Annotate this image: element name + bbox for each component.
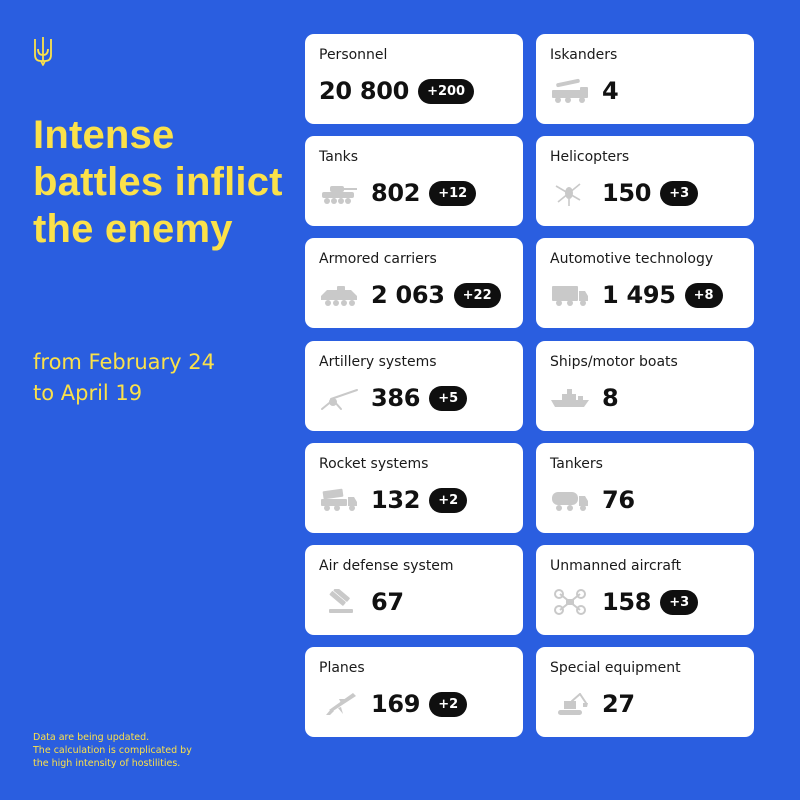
date-range-start: from February 24 (33, 350, 215, 374)
stat-card-ships: Ships/motor boats 8 (536, 341, 754, 431)
rocket-launcher-icon (319, 487, 359, 513)
trident-emblem-icon (34, 37, 52, 66)
stat-card-tanks: Tanks 802 +12 (305, 136, 523, 226)
date-range-end: to April 19 (33, 381, 143, 405)
stat-value: 76 (602, 486, 635, 514)
stat-label: Helicopters (550, 149, 630, 165)
stat-value: 4 (602, 77, 619, 105)
stat-label: Artillery systems (319, 354, 437, 370)
disclaimer-note: Data are being updated. The calculation … (33, 731, 293, 770)
stat-label: Unmanned aircraft (550, 558, 682, 574)
iskander-icon (550, 78, 590, 104)
stat-card-tankers: Tankers 76 (536, 443, 754, 533)
stat-value: 1 495 (602, 281, 676, 309)
stat-delta-badge: +2 (429, 691, 468, 717)
stat-label: Special equipment (550, 660, 681, 676)
stat-label: Armored carriers (319, 251, 437, 267)
note-line: The calculation is complicated by (33, 745, 192, 756)
stat-value: 150 (602, 179, 652, 207)
stat-delta-badge: +3 (660, 589, 699, 615)
stat-label: Personnel (319, 47, 388, 63)
stat-card-helicopters: Helicopters 150 +3 (536, 136, 754, 226)
stat-value: 802 (371, 179, 421, 207)
stat-delta-badge: +3 (660, 180, 699, 206)
stat-label: Tankers (550, 456, 603, 472)
note-line: the high intensity of hostilities. (33, 758, 181, 769)
stat-card-rocket-systems: Rocket systems 132 +2 (305, 443, 523, 533)
stat-value: 67 (371, 588, 404, 616)
stat-label: Rocket systems (319, 456, 429, 472)
stat-value: 132 (371, 486, 421, 514)
drone-icon (550, 589, 590, 615)
stat-card-air-defense: Air defense system 67 (305, 545, 523, 635)
tank-icon (319, 180, 359, 206)
stat-card-armored-carriers: Armored carriers 2 063 +22 (305, 238, 523, 328)
stat-value: 386 (371, 384, 421, 412)
stat-value: 27 (602, 690, 635, 718)
stat-delta-badge: +8 (684, 282, 723, 308)
stat-value: 169 (371, 690, 421, 718)
headline: Intense battles inflict the enemy (33, 113, 283, 251)
stat-label: Automotive technology (550, 251, 714, 267)
stat-label: Air defense system (319, 558, 454, 574)
armored-carrier-icon (319, 282, 359, 308)
stat-card-unmanned-aircraft: Unmanned aircraft 158 +3 (536, 545, 754, 635)
stat-card-automotive-technology: Automotive technology 1 495 +8 (536, 238, 754, 328)
note-line: Data are being updated. (33, 732, 150, 743)
date-range: from February 24 to April 19 (33, 347, 293, 409)
plane-icon (319, 691, 359, 717)
stat-value: 2 063 (371, 281, 445, 309)
stat-value: 8 (602, 384, 619, 412)
artillery-icon (319, 385, 359, 411)
stat-value: 20 800 (319, 77, 410, 105)
stat-delta-badge: +5 (429, 385, 468, 411)
stat-card-planes: Planes 169 +2 (305, 647, 523, 737)
stat-card-iskanders: Iskanders 4 (536, 34, 754, 124)
stat-delta-badge: +22 (453, 282, 501, 308)
stat-value: 158 (602, 588, 652, 616)
stat-label: Planes (319, 660, 365, 676)
air-defense-icon (319, 589, 359, 615)
excavator-icon (550, 691, 590, 717)
stat-card-personnel: Personnel 20 800 +200 (305, 34, 523, 124)
stat-label: Iskanders (550, 47, 618, 63)
fuel-tanker-icon (550, 487, 590, 513)
helicopter-icon (550, 180, 590, 206)
stat-label: Ships/motor boats (550, 354, 678, 370)
ship-icon (550, 385, 590, 411)
stat-label: Tanks (319, 149, 359, 165)
stat-card-special-equipment: Special equipment 27 (536, 647, 754, 737)
truck-icon (550, 282, 590, 308)
stat-delta-badge: +2 (429, 487, 468, 513)
stat-delta-badge: +200 (418, 78, 475, 104)
stat-delta-badge: +12 (429, 180, 477, 206)
stat-card-artillery-systems: Artillery systems 386 +5 (305, 341, 523, 431)
